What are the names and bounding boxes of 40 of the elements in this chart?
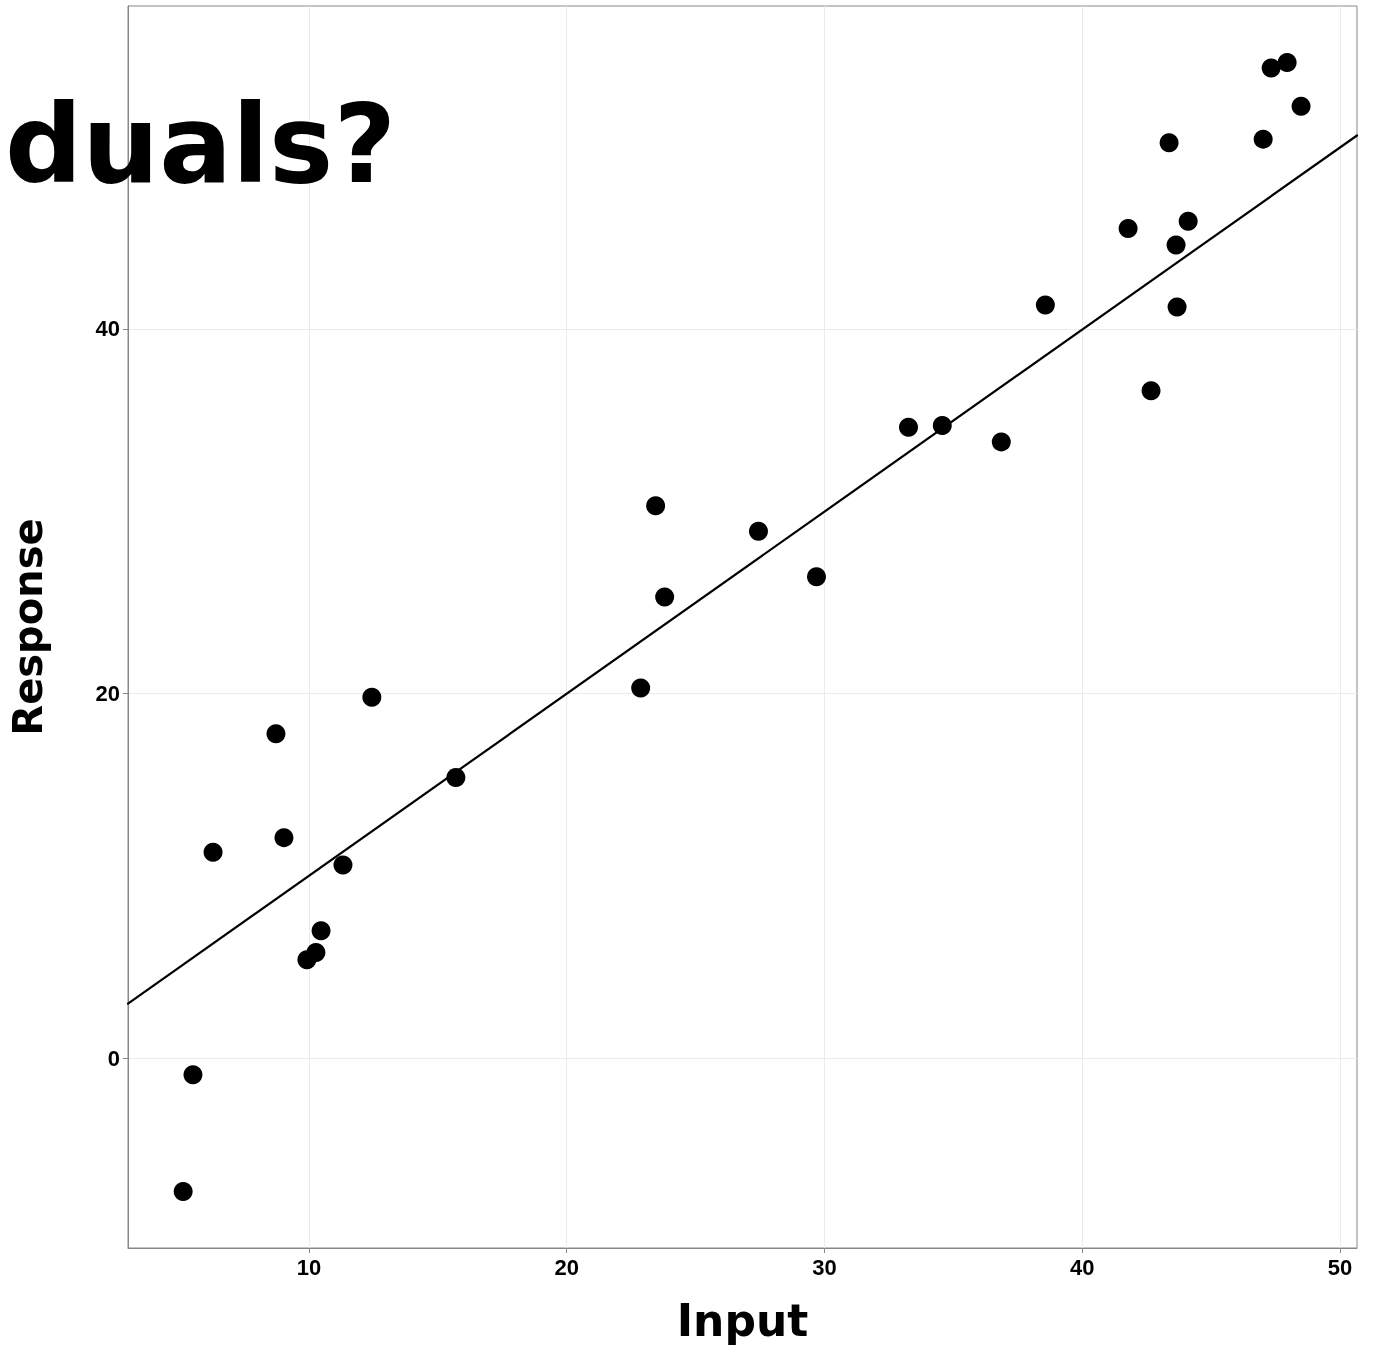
- point: [1178, 211, 1198, 231]
- x-tick-label: 50: [1327, 1254, 1353, 1280]
- point: [646, 496, 666, 516]
- point: [1159, 133, 1179, 153]
- point: [274, 828, 294, 848]
- point: [1291, 96, 1311, 116]
- x-tick-label: 40: [1069, 1254, 1095, 1280]
- point: [807, 567, 826, 587]
- point: [333, 855, 353, 875]
- text: duals?: [5, 81, 397, 207]
- point: [1277, 53, 1297, 73]
- y-tick-label: 40: [95, 316, 120, 342]
- point: [1167, 297, 1187, 317]
- point: [991, 432, 1011, 452]
- point: [655, 587, 675, 607]
- y-axis-title: Response: [5, 518, 51, 736]
- point: [362, 687, 382, 707]
- x-tick-label: 30: [812, 1254, 837, 1280]
- point: [1141, 381, 1161, 401]
- point: [183, 1065, 203, 1085]
- point: [899, 417, 918, 437]
- point: [1166, 235, 1186, 255]
- point: [306, 943, 326, 963]
- x-tick-label: 20: [554, 1254, 579, 1280]
- point: [932, 415, 952, 435]
- y-tick-label: 20: [95, 681, 120, 707]
- point: [1118, 219, 1138, 238]
- point: [749, 521, 768, 541]
- point: [1261, 58, 1281, 78]
- point: [1253, 129, 1273, 149]
- point: [203, 842, 223, 862]
- point: [1035, 295, 1055, 315]
- point: [173, 1181, 193, 1201]
- y-tick-label: 0: [107, 1045, 120, 1071]
- x-tick-label: 10: [296, 1254, 322, 1280]
- x-axis-title: Input: [676, 1294, 809, 1346]
- point: [446, 767, 466, 787]
- point: [311, 921, 331, 941]
- point: [266, 724, 286, 744]
- point: [631, 678, 651, 698]
